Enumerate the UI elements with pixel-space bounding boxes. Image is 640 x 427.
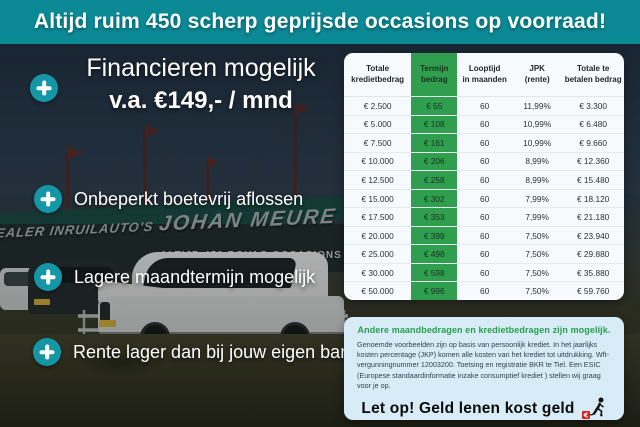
col-header-kredietbedrag: Totale kredietbedrag — [351, 64, 405, 84]
bullet-maandtermijn: Lagere maandtermijn mogelijk — [34, 263, 315, 291]
cell-termijn: € 161 — [423, 137, 445, 148]
cell-looptijd: 60 — [480, 286, 490, 297]
geld-lenen-kost-geld-icon: € — [581, 397, 604, 420]
headline-line2: v.a. €149,- / mnd — [109, 87, 293, 114]
cell-looptijd: 60 — [480, 174, 490, 185]
cell-totaal: € 21.180 — [577, 212, 610, 223]
bullet-label: Lagere maandtermijn mogelijk — [74, 266, 316, 287]
cell-jpk: 10,99% — [523, 137, 552, 148]
cell-jpk: 8,99% — [525, 174, 549, 185]
table-body: € 2.500 € 55 60 11,99% € 3.300 € 5.000 €… — [344, 97, 624, 300]
cell-jpk: 7,50% — [525, 249, 549, 260]
disclaimer-heading: Andere maandbedragen en kredietbedragen … — [357, 325, 611, 335]
cell-krediet: € 17.500 — [361, 212, 394, 223]
cell-krediet: € 10.000 — [361, 156, 394, 167]
disclaimer-fine-print: Genoemde voorbeelden zijn op basis van p… — [357, 340, 610, 390]
bullet-label: Onbeperkt boetevrij aflossen — [74, 188, 304, 209]
cell-totaal: € 35.880 — [577, 267, 610, 278]
col-header-totale: Totale te betalen bedrag — [564, 64, 622, 84]
cell-looptijd: 60 — [480, 119, 490, 130]
cell-krediet: € 25.000 — [361, 249, 394, 260]
plus-icon — [33, 338, 61, 366]
cell-totaal: € 18.120 — [577, 193, 610, 204]
plus-icon — [30, 74, 58, 102]
cell-totaal: € 15.480 — [577, 174, 610, 185]
cell-termijn: € 353 — [423, 212, 445, 223]
col-header-jpk: JPK (rente) — [524, 64, 550, 84]
termijn-column-highlight — [411, 53, 458, 300]
top-banner: Altijd ruim 450 scherp geprijsde occasio… — [0, 0, 640, 44]
disclaimer-card: Andere maandbedragen en kredietbedragen … — [344, 317, 624, 420]
table-row: € 25.000 € 498 60 7,50% € 29.880 — [344, 245, 624, 264]
cell-totaal: € 29.880 — [577, 249, 610, 260]
col-header-looptijd: Looptijd in maanden — [462, 64, 507, 84]
cell-jpk: 10,99% — [523, 119, 552, 130]
cell-krediet: € 7.500 — [363, 137, 392, 148]
table-row: € 5.000 € 108 60 10,99% € 6.480 — [344, 116, 624, 135]
table-row: € 30.000 € 598 60 7,50% € 35.880 — [344, 264, 624, 283]
table-row: € 20.000 € 399 60 7,50% € 23.940 — [344, 227, 624, 246]
table-row: € 15.000 € 302 60 7,99% € 18.120 — [344, 190, 624, 209]
cell-totaal: € 12.360 — [577, 156, 610, 167]
cell-jpk: 7,50% — [525, 286, 549, 297]
bullet-boetevrij: Onbeperkt boetevrij aflossen — [34, 185, 303, 213]
cell-termijn: € 206 — [423, 156, 445, 167]
cell-termijn: € 399 — [423, 230, 445, 241]
cell-looptijd: 60 — [480, 212, 490, 223]
cell-krediet: € 2.500 — [363, 100, 392, 111]
cell-looptijd: 60 — [480, 267, 490, 278]
cell-looptijd: 60 — [480, 249, 490, 260]
cell-looptijd: 60 — [480, 193, 490, 204]
cell-krediet: € 20.000 — [361, 230, 394, 241]
cell-looptijd: 60 — [480, 230, 490, 241]
cell-krediet: € 5.000 — [363, 119, 392, 130]
cell-termijn: € 108 — [423, 119, 445, 130]
table-header-row: Totale kredietbedrag Termijn bedrag Loop… — [344, 53, 624, 97]
col-header-termijnbedrag: Termijn bedrag — [420, 64, 449, 84]
top-banner-text: Altijd ruim 450 scherp geprijsde occasio… — [33, 10, 607, 33]
cell-looptijd: 60 — [480, 137, 490, 148]
cell-termijn: € 598 — [423, 267, 445, 278]
cell-totaal: € 9.660 — [579, 137, 607, 148]
plus-icon — [34, 185, 62, 213]
cell-krediet: € 12.500 — [361, 174, 394, 185]
cell-totaal: € 23.940 — [577, 230, 610, 241]
cell-totaal: € 6.480 — [579, 119, 607, 130]
cell-totaal: € 59.760 — [577, 286, 610, 297]
cell-looptijd: 60 — [480, 100, 490, 111]
cell-jpk: 8,99% — [525, 156, 549, 167]
cell-termijn: € 302 — [423, 193, 445, 204]
financing-headline: Financieren mogelijk v.a. €149,- / mnd — [62, 54, 340, 115]
plus-icon — [34, 263, 62, 291]
table-row: € 10.000 € 206 60 8,99% € 12.360 — [344, 153, 624, 172]
cell-totaal: € 3.300 — [579, 100, 607, 111]
bullet-rente: Rente lager dan bij jouw eigen bank — [33, 338, 359, 366]
cell-krediet: € 15.000 — [361, 193, 394, 204]
cell-krediet: € 50.000 — [361, 286, 394, 297]
cell-jpk: 7,99% — [525, 193, 549, 204]
cell-termijn: € 258 — [423, 174, 445, 185]
table-row: € 50.000 € 996 60 7,50% € 59.760 — [344, 282, 624, 300]
table-row: € 12.500 € 258 60 8,99% € 15.480 — [344, 171, 624, 190]
svg-text:€: € — [582, 412, 588, 420]
table-row: € 2.500 € 55 60 11,99% € 3.300 — [344, 97, 624, 116]
credit-warning-text: Let op! Geld lenen kost geld — [361, 399, 575, 417]
credit-warning: Let op! Geld lenen kost geld € — [357, 397, 611, 420]
cell-jpk: 11,99% — [523, 100, 551, 111]
table-row: € 17.500 € 353 60 7,99% € 21.180 — [344, 208, 624, 227]
financing-table-card: Totale kredietbedrag Termijn bedrag Loop… — [344, 53, 624, 300]
cell-looptijd: 60 — [480, 156, 490, 167]
cell-jpk: 7,50% — [525, 267, 549, 278]
bullet-label: Rente lager dan bij jouw eigen bank — [73, 341, 360, 362]
cell-jpk: 7,50% — [525, 230, 549, 241]
headline-line1: Financieren mogelijk — [86, 54, 316, 82]
cell-termijn: € 996 — [423, 286, 445, 297]
cell-jpk: 7,99% — [525, 212, 549, 223]
cell-krediet: € 30.000 — [361, 267, 394, 278]
table-row: € 7.500 € 161 60 10,99% € 9.660 — [344, 134, 624, 153]
cell-termijn: € 498 — [423, 249, 445, 260]
cell-termijn: € 55 — [426, 100, 443, 111]
